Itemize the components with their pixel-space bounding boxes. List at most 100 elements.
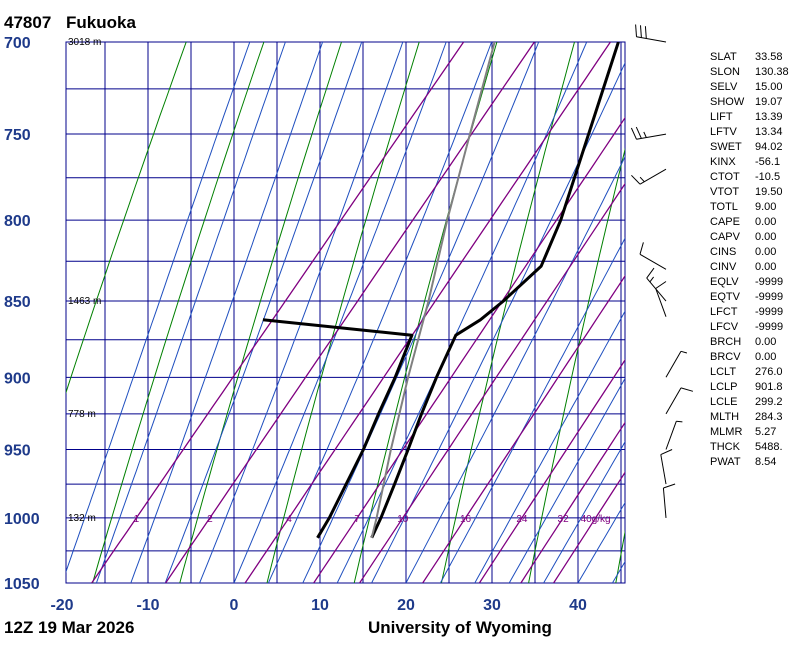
pressure-tick-label: 1050 [4, 576, 40, 593]
mixing-ratio-line [91, 42, 465, 583]
index-key: EQLV [710, 276, 739, 288]
index-key: SLON [710, 66, 740, 78]
index-key: CINS [710, 246, 736, 258]
index-value: 0.00 [755, 261, 776, 273]
temperature-tick-label: 0 [230, 597, 239, 614]
index-key: CTOT [710, 171, 740, 183]
height-label: 3018 m [68, 37, 101, 48]
pressure-tick-label: 850 [4, 294, 31, 311]
sounding-profiles [262, 42, 620, 539]
index-value: 9.00 [755, 201, 776, 213]
parcel-profile [370, 42, 496, 539]
station-id: 47807 [4, 13, 51, 32]
temperature-tick-label: 10 [311, 597, 329, 614]
index-value: 15.00 [755, 81, 783, 93]
index-key: LFCV [710, 321, 739, 333]
pressure-tick-label: 950 [4, 443, 31, 460]
index-key: LCLT [710, 366, 736, 378]
pressure-tick-label: 700 [4, 35, 31, 52]
mixing-ratio-label: 32 [558, 514, 570, 525]
index-value: 0.00 [755, 351, 776, 363]
height-label: 1463 m [68, 296, 101, 307]
wind-barb [630, 126, 667, 140]
pressure-tick-label: 900 [4, 370, 31, 387]
index-key: KINX [710, 156, 736, 168]
moist-adiabat [267, 42, 493, 583]
moist-adiabat [95, 42, 286, 583]
dry-adiabat [92, 42, 265, 583]
index-key: EQTV [710, 291, 741, 303]
temperature-tick-label: 20 [397, 597, 415, 614]
index-key: SHOW [710, 96, 745, 108]
index-value: 276.0 [755, 366, 783, 378]
wind-barb [631, 168, 667, 185]
index-value: 94.02 [755, 141, 783, 153]
mixing-ratio-line [422, 274, 625, 583]
temperature-tick-label: 30 [483, 597, 501, 614]
index-key: LFTV [710, 126, 738, 138]
index-value: 284.3 [755, 411, 783, 423]
obs-time: 12Z 19 Mar 2026 [4, 618, 134, 637]
wind-barb [660, 449, 673, 485]
moist-adiabat [66, 42, 251, 574]
index-value: -10.5 [755, 171, 780, 183]
index-key: LIFT [710, 111, 733, 123]
temperature-tick-label: 40 [569, 597, 587, 614]
moist-adiabat [233, 42, 447, 583]
dry-adiabat [266, 42, 420, 583]
index-key: BRCH [710, 336, 741, 348]
mixing-ratio-label: 40g/kg [581, 514, 611, 525]
index-table: SLAT 33.58 SLON 130.38 SELV 15.00 SHOW 19.07 LIF… [710, 51, 789, 468]
index-value: -9999 [755, 276, 783, 288]
index-key: CAPE [710, 216, 740, 228]
dry-adiabat [528, 147, 625, 583]
index-value: -9999 [755, 321, 783, 333]
index-key: MLMR [710, 426, 742, 438]
moist-adiabat [508, 377, 625, 583]
mixing-ratio-label: 2 [207, 514, 213, 525]
wind-barb [655, 281, 667, 317]
dry-adiabat [790, 42, 800, 583]
adiabat-lines [66, 42, 800, 583]
moist-adiabat [199, 42, 404, 583]
wind-barb [665, 420, 683, 450]
index-key: LCLP [710, 381, 738, 393]
index-key: CAPV [710, 231, 741, 243]
grid-lines [65, 41, 626, 584]
plot-frame [65, 41, 626, 584]
mixing-ratio-label: 7 [354, 514, 360, 525]
dry-adiabat [66, 42, 187, 394]
mixing-ratio-line [313, 116, 625, 583]
index-value: 13.34 [755, 126, 783, 138]
index-value: 33.58 [755, 51, 783, 63]
mixing-ratio-label: 4 [286, 514, 292, 525]
wind-barb [635, 24, 667, 43]
index-value: 5.27 [755, 426, 776, 438]
pressure-tick-label: 800 [4, 213, 31, 230]
index-value: 0.00 [755, 336, 776, 348]
moist-adiabat [164, 42, 363, 583]
chart-labels: 700 750 800 850 900 950 1000 1050 -20 -10 0 10 20 30 4… [4, 35, 611, 614]
index-value: 5488. [755, 441, 783, 453]
mixing-ratio-line [359, 182, 625, 583]
index-value: -56.1 [755, 156, 780, 168]
mixing-ratio-label: 24 [516, 514, 528, 525]
moist-adiabat [336, 42, 588, 583]
wind-barb [665, 350, 688, 378]
index-key: MLTH [710, 411, 739, 423]
index-key: THCK [710, 441, 741, 453]
mixing-ratio-line [520, 421, 625, 583]
wind-barb [662, 483, 676, 518]
wind-barb [646, 267, 667, 302]
index-value: -9999 [755, 306, 783, 318]
index-key: VTOT [710, 186, 739, 198]
mixing-ratio-label: 16 [460, 514, 472, 525]
height-label: 778 m [68, 409, 96, 420]
moist-adiabat [371, 61, 625, 583]
height-label: 132 m [68, 513, 96, 524]
temperature-tick-label: -10 [136, 597, 159, 614]
index-value: 901.8 [755, 381, 783, 393]
moist-adiabat [439, 237, 625, 583]
index-key: TOTL [710, 201, 738, 213]
